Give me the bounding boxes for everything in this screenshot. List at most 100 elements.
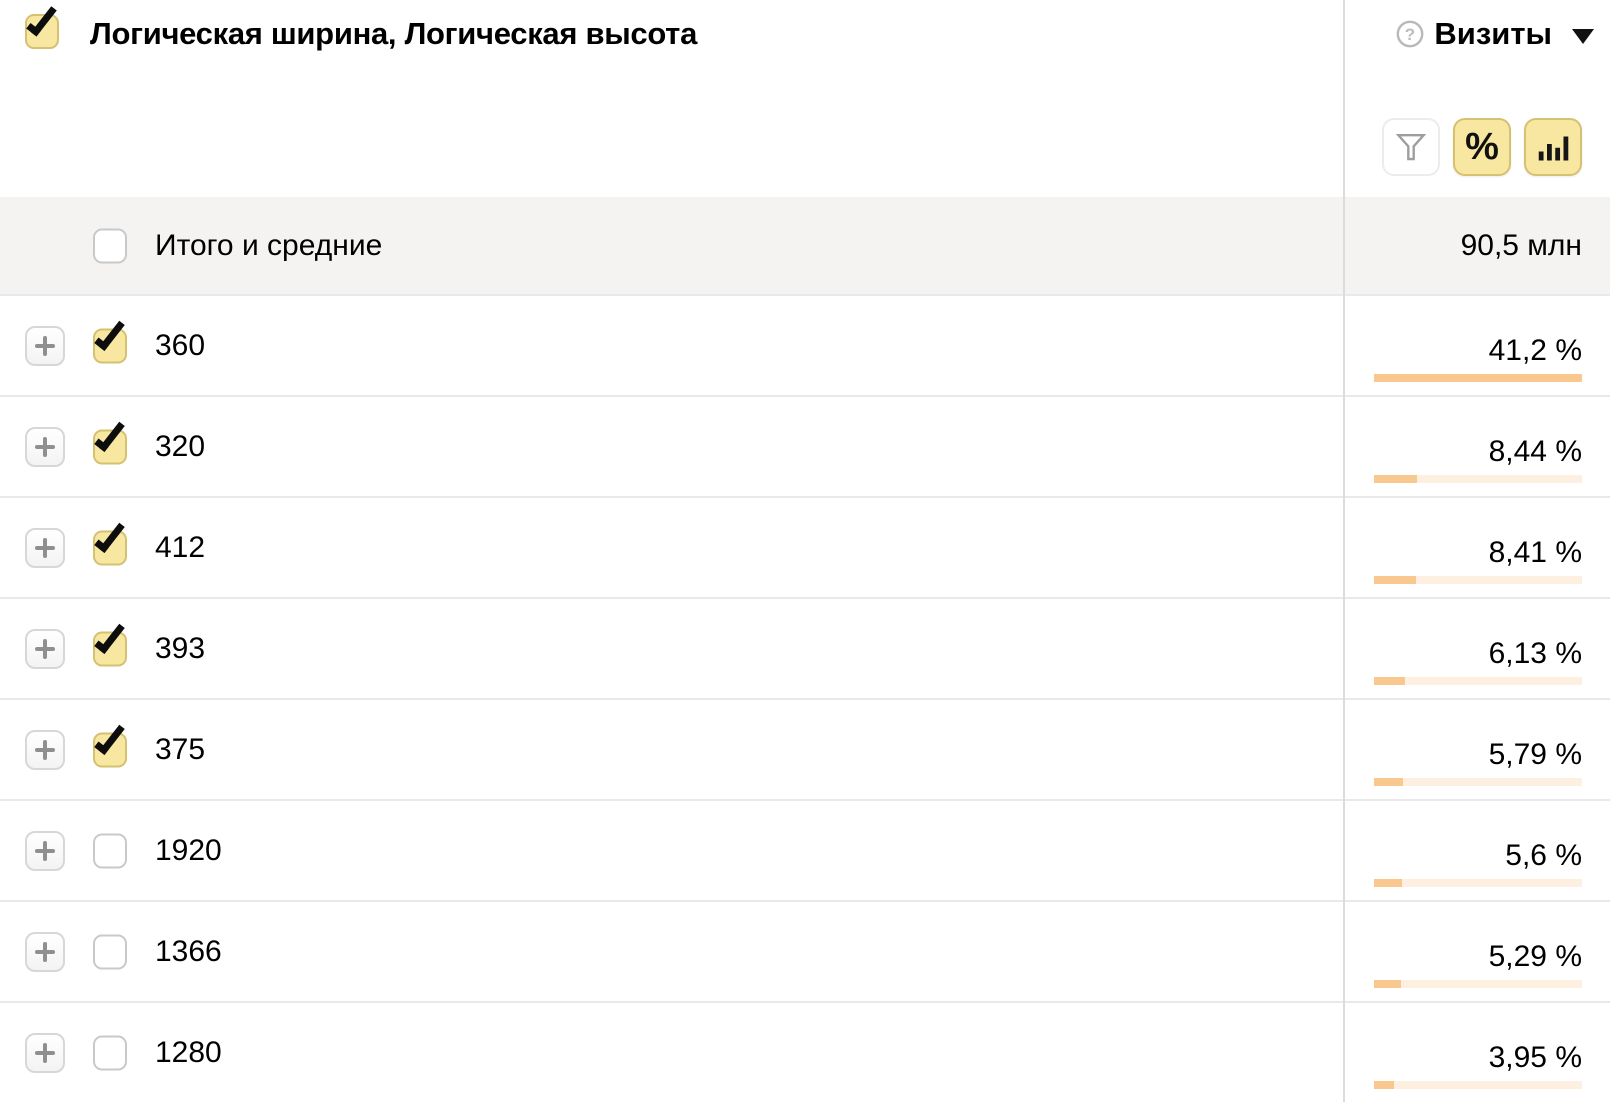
- row-label: 412: [155, 530, 206, 564]
- expand-button[interactable]: [25, 931, 65, 972]
- percent-value: 8,41 %: [1488, 536, 1582, 569]
- funnel-icon: [1392, 128, 1430, 166]
- filter-button[interactable]: [1382, 118, 1440, 176]
- row-label: 1280: [155, 1035, 222, 1069]
- row-checkbox[interactable]: [93, 316, 127, 363]
- percent-icon: %: [1465, 126, 1499, 168]
- percent-bar-track: [1374, 879, 1582, 887]
- percent-value: 5,29 %: [1488, 940, 1582, 973]
- row-checkbox[interactable]: [93, 934, 127, 969]
- expand-button[interactable]: [25, 1032, 65, 1073]
- table-row: 1366 5,29 %: [0, 902, 1610, 1003]
- checkmark-icon: [94, 720, 125, 755]
- caret-down-icon: [1572, 28, 1594, 44]
- percent-bar-track: [1374, 475, 1582, 483]
- table-row: 375 5,79 %: [0, 700, 1610, 801]
- percent-value: 41,2 %: [1488, 334, 1582, 367]
- row-label: 1920: [155, 833, 222, 867]
- checkmark-icon: [94, 316, 125, 351]
- percent-bar-track: [1374, 374, 1582, 382]
- percent-bar-fill: [1374, 879, 1402, 887]
- expand-button[interactable]: [25, 426, 65, 467]
- plus-icon: [35, 840, 55, 861]
- metric-cell: 6,13 %: [1374, 637, 1582, 685]
- table-header: Логическая ширина, Логическая высота ? В…: [0, 0, 1610, 197]
- row-label: 1366: [155, 934, 222, 968]
- percent-value: 3,95 %: [1488, 1041, 1582, 1074]
- metric-cell: 5,79 %: [1374, 738, 1582, 786]
- percent-bar-fill: [1374, 1081, 1394, 1089]
- table-row: 360 41,2 %: [0, 296, 1610, 397]
- metric-label: Визиты: [1434, 16, 1552, 51]
- metric-cell: 3,95 %: [1374, 1041, 1582, 1089]
- plus-icon: [35, 537, 55, 558]
- totals-label: Итого и средние: [155, 228, 383, 262]
- row-label: 375: [155, 732, 206, 766]
- percent-bar-track: [1374, 778, 1582, 786]
- help-icon[interactable]: ?: [1396, 20, 1424, 48]
- row-checkbox[interactable]: [93, 518, 127, 565]
- percent-bar-fill: [1374, 778, 1403, 786]
- metric-cell: 5,6 %: [1374, 839, 1582, 887]
- percent-bar-fill: [1374, 475, 1417, 483]
- percent-value: 8,44 %: [1488, 435, 1582, 468]
- row-label: 320: [155, 429, 206, 463]
- expand-button[interactable]: [25, 628, 65, 669]
- percent-bar-fill: [1374, 980, 1401, 988]
- plus-icon: [35, 941, 55, 962]
- expand-button[interactable]: [25, 527, 65, 568]
- row-checkbox[interactable]: [93, 619, 127, 666]
- row-checkbox[interactable]: [93, 417, 127, 464]
- percent-bar-fill: [1374, 677, 1405, 685]
- expand-button[interactable]: [25, 830, 65, 871]
- totals-value: 90,5 млн: [1460, 228, 1582, 262]
- percent-bar-track: [1374, 980, 1582, 988]
- table-body: 360 41,2 % 320 8,44 % 412 8,41 %: [0, 296, 1610, 1102]
- metric-cell: 8,44 %: [1374, 435, 1582, 483]
- expand-button[interactable]: [25, 325, 65, 366]
- metric-cell: 8,41 %: [1374, 536, 1582, 584]
- totals-checkbox[interactable]: [93, 228, 127, 263]
- checkmark-icon: [94, 417, 125, 452]
- expand-button[interactable]: [25, 729, 65, 770]
- percent-bar-track: [1374, 677, 1582, 685]
- percent-bar-fill: [1374, 374, 1582, 382]
- row-checkbox[interactable]: [93, 720, 127, 767]
- plus-icon: [35, 1042, 55, 1063]
- percent-bar-track: [1374, 1081, 1582, 1089]
- table-row: 1280 3,95 %: [0, 1003, 1610, 1102]
- metric-cell: 41,2 %: [1374, 334, 1582, 382]
- plus-icon: [35, 638, 55, 659]
- plus-icon: [35, 335, 55, 356]
- percent-mode-button[interactable]: %: [1453, 118, 1511, 176]
- checkmark-icon: [94, 619, 125, 654]
- checkmark-icon: [94, 518, 125, 553]
- row-label: 393: [155, 631, 206, 665]
- plus-icon: [35, 739, 55, 760]
- row-checkbox[interactable]: [93, 833, 127, 868]
- row-checkbox[interactable]: [93, 1035, 127, 1070]
- bar-chart-icon: [1535, 129, 1571, 165]
- percent-value: 5,79 %: [1488, 738, 1582, 771]
- svg-text:?: ?: [1405, 25, 1415, 44]
- table-row: 412 8,41 %: [0, 498, 1610, 599]
- plus-icon: [35, 436, 55, 457]
- metric-selector[interactable]: ? Визиты: [1396, 16, 1594, 52]
- percent-value: 6,13 %: [1488, 637, 1582, 670]
- chart-mode-button[interactable]: [1524, 118, 1582, 176]
- page-title: Логическая ширина, Логическая высота: [90, 16, 698, 51]
- table-row: 320 8,44 %: [0, 397, 1610, 498]
- metric-cell: 5,29 %: [1374, 940, 1582, 988]
- toolbar: %: [1382, 118, 1582, 176]
- percent-bar-fill: [1374, 576, 1416, 584]
- table-row: 1920 5,6 %: [0, 801, 1610, 902]
- row-label: 360: [155, 328, 206, 362]
- percent-bar-track: [1374, 576, 1582, 584]
- table-row: 393 6,13 %: [0, 599, 1610, 700]
- percent-value: 5,6 %: [1505, 839, 1582, 872]
- select-all-checkbox[interactable]: [25, 2, 59, 49]
- checkmark-icon: [26, 2, 57, 37]
- totals-row: Итого и средние 90,5 млн: [0, 197, 1610, 296]
- column-divider: [1343, 0, 1345, 1102]
